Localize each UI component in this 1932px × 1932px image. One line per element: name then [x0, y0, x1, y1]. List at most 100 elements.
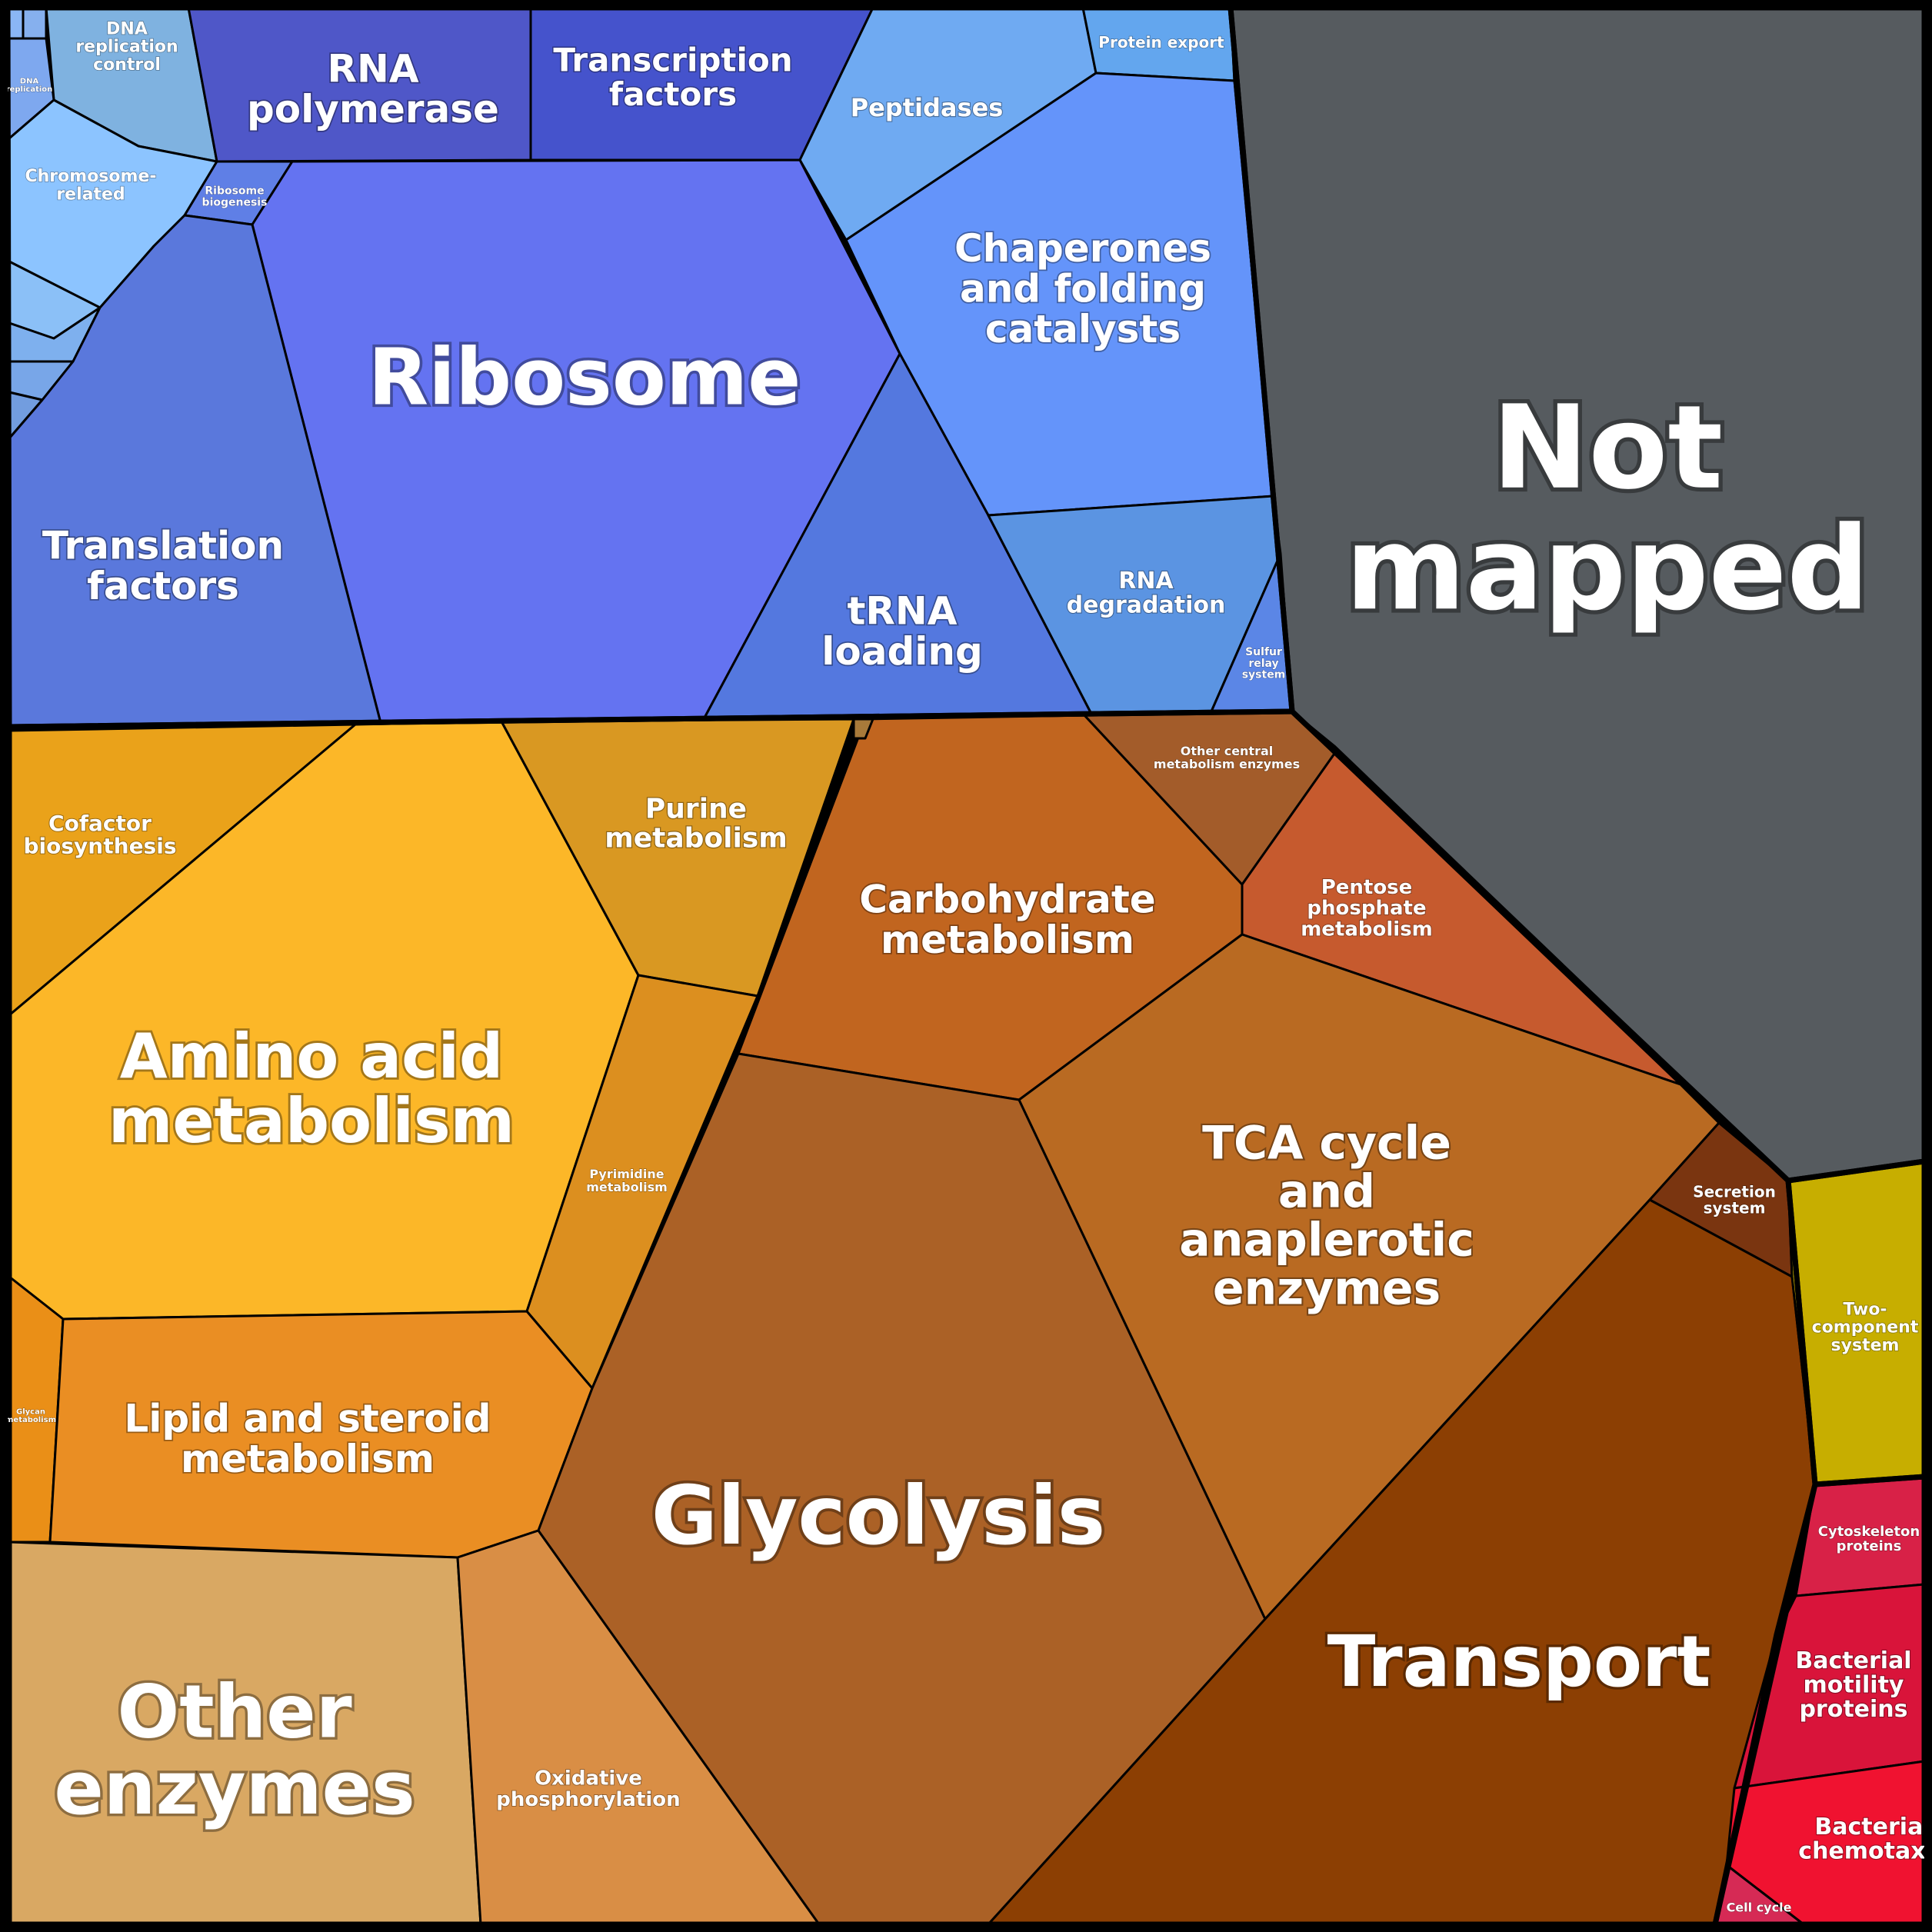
label-line: loading — [821, 629, 983, 674]
label-line: biogenesis — [202, 196, 268, 208]
label-bacterial-chemotaxis: Bacterialchemotaxis — [1798, 1814, 1932, 1865]
label-line: Ribosome — [368, 332, 801, 424]
label-line: factors — [609, 75, 737, 113]
label-line: Two- — [1843, 1301, 1887, 1320]
label-line: motility — [1804, 1672, 1904, 1699]
label-line: Carbohydrate — [859, 877, 1155, 921]
label-glycan-metabolism: Glycan metabolism — [5, 1407, 56, 1424]
label-two-component-system: Two-component system — [1812, 1301, 1919, 1355]
label-line: Cofactor — [48, 811, 152, 836]
label-sulfur-relay: Sulfur relay system — [1242, 646, 1286, 681]
label-dna-replication-control: DNA replication control — [75, 20, 178, 75]
label-line: Ribosome — [205, 185, 264, 198]
label-rna-degradation: RNA degradation — [1067, 568, 1226, 619]
label-line: Not — [1492, 381, 1723, 515]
label-line: Bacterial — [1814, 1814, 1930, 1840]
label-line: Bacterial — [1795, 1647, 1911, 1674]
label-dna-replication: DNA replication — [6, 77, 53, 94]
cell-small-top-cell-b — [22, 6, 48, 40]
label-line: phosphorylation — [496, 1788, 680, 1811]
label-not-mapped: Not mapped — [1345, 381, 1869, 637]
label-other-central-metabolism: Other central metabolism enzymes — [1154, 744, 1300, 771]
label-line: Glycolysis — [651, 1469, 1105, 1563]
label-line: chemotaxis — [1798, 1837, 1932, 1864]
label-line: biosynthesis — [24, 834, 177, 859]
label-pentose-phosphate: Pentose phosphate metabolism — [1301, 876, 1433, 941]
label-line: Peptidases — [851, 93, 1004, 122]
label-line: and folding — [960, 267, 1206, 311]
label-line: metabolism — [586, 1180, 668, 1194]
label-protein-export: Protein export — [1098, 33, 1224, 52]
label-line: proteins — [1799, 1696, 1907, 1723]
label-line: component — [1812, 1318, 1919, 1337]
label-line: DNA — [106, 20, 148, 39]
label-line: factors — [87, 564, 239, 608]
label-line: Secretion — [1693, 1183, 1776, 1201]
label-amino-acid-metabolism: Amino acid metabolism — [108, 1021, 515, 1157]
label-tca-cycle: TCA cycle and anaplerotic enzymes — [1179, 1117, 1474, 1316]
label-line: Other central — [1181, 744, 1274, 758]
label-line: phosphate — [1307, 897, 1426, 920]
label-line: Pentose — [1321, 876, 1413, 899]
label-line: RNA — [1118, 568, 1174, 595]
label-line: Chaperones — [954, 226, 1211, 271]
label-cytoskeleton-proteins: Cytoskeleton proteins — [1818, 1524, 1920, 1554]
label-oxidative-phosphorylation: Oxidative phosphorylation — [496, 1767, 680, 1810]
label-line: related — [56, 185, 125, 204]
label-line: polymerase — [247, 87, 499, 132]
label-purine-metabolism: Purine metabolism — [605, 794, 788, 854]
label-line: metabolism — [181, 1437, 435, 1481]
label-line: anaplerotic — [1179, 1214, 1474, 1267]
label-line: Transport — [1327, 1621, 1711, 1703]
label-line: metabolism — [605, 823, 788, 854]
label-line: Glycan — [16, 1407, 45, 1416]
cell-translation-factors — [8, 214, 382, 728]
label-line: Other — [117, 1670, 351, 1754]
label-bacterial-motility: Bacterial motility proteins — [1795, 1647, 1911, 1723]
label-other-enzymes: Other enzymes — [54, 1670, 415, 1831]
label-line: system — [1704, 1199, 1766, 1217]
label-line: replication — [6, 85, 53, 94]
label-line: DNA — [20, 77, 39, 85]
label-line: proteins — [1837, 1538, 1902, 1554]
label-line: Transcription — [553, 42, 792, 79]
label-cell-cycle: Cell cycle — [1727, 1900, 1792, 1915]
label-carbohydrate-metabolism: Carbohydrate metabolism — [859, 877, 1155, 962]
label-line: system — [1242, 669, 1286, 681]
label-peptidases: Peptidases — [851, 93, 1004, 122]
label-ribosome: Ribosome — [368, 332, 801, 424]
label-line: Translation — [42, 523, 284, 568]
label-line: system — [1831, 1336, 1900, 1355]
label-ribosome-biogenesis: Ribosome biogenesis — [202, 185, 268, 209]
label-line: catalysts — [985, 307, 1181, 351]
label-line: relay — [1248, 658, 1278, 670]
label-pyrimidine-metabolism: Pyrimidine metabolism — [586, 1167, 668, 1194]
label-cofactor-biosynthesis: Cofactor biosynthesis — [24, 811, 177, 858]
label-line: Cytoskeleton — [1818, 1524, 1920, 1540]
label-line: metabolism — [881, 918, 1134, 962]
label-line: degradation — [1067, 591, 1226, 618]
label-line: Chromosome- — [25, 167, 157, 186]
label-transcription-factors: Transcription factors — [553, 42, 792, 113]
label-glycolysis: Glycolysis — [651, 1469, 1105, 1563]
label-trna-loading: tRNA loading — [821, 588, 983, 674]
label-line: Pyrimidine — [589, 1167, 664, 1181]
label-line: Cell cycle — [1727, 1900, 1792, 1915]
label-line: Amino acid — [120, 1021, 504, 1092]
label-line: replication — [75, 38, 178, 57]
label-line: metabolism — [1301, 918, 1433, 941]
label-line: enzymes — [1213, 1262, 1441, 1316]
label-line: metabolism — [5, 1416, 56, 1424]
label-secretion-system: Secretion system — [1693, 1183, 1776, 1217]
label-line: Oxidative — [535, 1767, 642, 1790]
label-line: metabolism — [108, 1085, 515, 1157]
label-line: RNA — [327, 46, 418, 91]
label-line: Lipid and steroid — [124, 1396, 491, 1441]
label-line: TCA cycle — [1202, 1117, 1451, 1171]
label-line: Sulfur — [1245, 646, 1282, 658]
label-line: mapped — [1345, 502, 1869, 636]
label-line: enzymes — [54, 1747, 415, 1831]
label-line: Protein export — [1098, 33, 1224, 52]
